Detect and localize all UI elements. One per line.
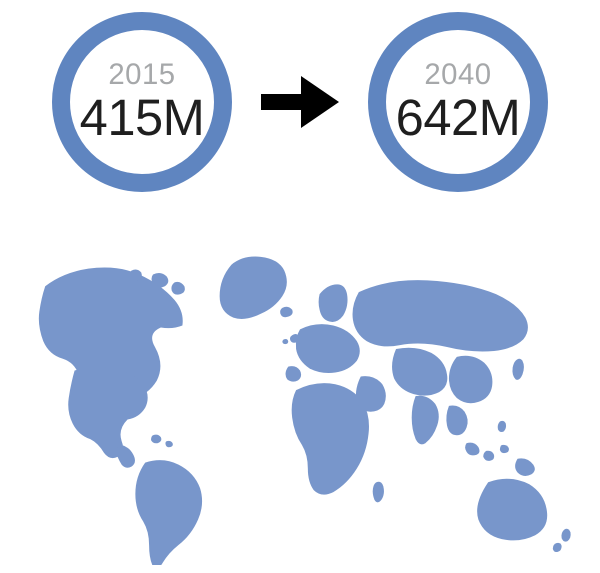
arrow-icon (260, 12, 340, 192)
stats-row: 2015 415M 2040 642M (0, 0, 600, 192)
year-label-right: 2040 (424, 60, 491, 91)
value-label-right: 642M (396, 91, 521, 144)
stat-circle-2040: 2040 642M (368, 12, 548, 192)
value-label-left: 415M (80, 91, 205, 144)
year-label-left: 2015 (108, 60, 175, 91)
infographic-container: 2015 415M 2040 642M (0, 0, 600, 573)
world-map (0, 251, 600, 565)
stat-circle-2015: 2015 415M (52, 12, 232, 192)
